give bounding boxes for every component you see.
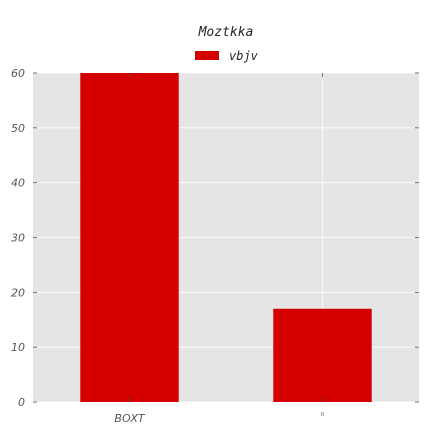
legend-label: vbjv bbox=[229, 49, 259, 63]
legend-swatch bbox=[195, 51, 219, 60]
bar-BOXT bbox=[80, 73, 179, 402]
y-tick-label: 40 bbox=[11, 177, 25, 190]
y-tick-label: 60 bbox=[11, 67, 25, 80]
x-axis: BOXT n bbox=[114, 73, 325, 425]
y-axis: 0 10 20 30 40 50 60 bbox=[11, 67, 419, 409]
x-tick-label: n bbox=[321, 411, 325, 418]
y-tick-label: 10 bbox=[11, 341, 25, 354]
x-tick-label: BOXT bbox=[114, 412, 145, 425]
bar-n bbox=[273, 308, 372, 402]
y-tick-label: 30 bbox=[11, 232, 25, 245]
bars bbox=[80, 73, 372, 402]
y-tick-label: 50 bbox=[11, 122, 25, 135]
legend: vbjv bbox=[195, 49, 259, 63]
y-tick-label: 20 bbox=[11, 286, 25, 299]
y-tick-label: 0 bbox=[18, 396, 25, 409]
chart-title: Moztkka bbox=[198, 25, 254, 40]
